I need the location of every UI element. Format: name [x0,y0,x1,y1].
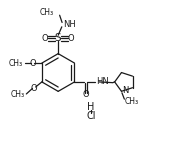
Text: HN: HN [96,77,109,86]
Text: CH₃: CH₃ [9,59,23,68]
Text: NH: NH [63,20,76,29]
Text: O: O [68,34,74,43]
Text: CH₃: CH₃ [40,8,54,17]
Text: O: O [42,34,48,43]
Text: Cl: Cl [86,111,96,120]
Text: O: O [30,59,36,68]
Text: H: H [88,102,95,112]
Text: O: O [83,90,90,99]
Text: CH₃: CH₃ [125,97,139,106]
Text: N: N [122,86,129,95]
Text: CH₃: CH₃ [11,90,25,99]
Text: S: S [55,33,62,43]
Text: O: O [31,84,37,93]
